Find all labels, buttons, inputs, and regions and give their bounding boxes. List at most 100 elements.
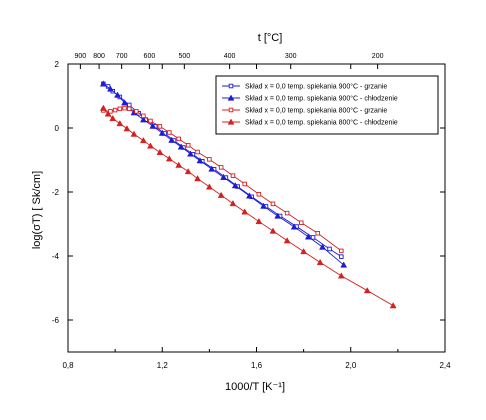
x-tick-label: 1,6 [251,361,263,370]
x-axis-label: 1000/T [K⁻¹] [225,381,285,393]
data-point [220,173,227,180]
data-point [177,143,185,150]
data-point [108,109,113,114]
data-point [304,233,312,240]
data-point [139,116,147,123]
x-tick-label: 0,8 [62,361,74,370]
data-point [310,235,316,240]
data-point [195,149,200,155]
y-tick-label: -6 [52,316,60,325]
legend-entry: Skład x = 0,0 temp. spiekania 900°C - ch… [222,94,398,103]
legend-entry: Skład x = 0,0 temp. spiekania 900°C - gr… [222,83,387,91]
data-point [255,217,263,225]
data-point [241,208,249,215]
data-point [270,201,276,207]
top-tick-label: 200 [372,53,384,60]
data-point [127,106,132,112]
data-point [139,136,147,144]
data-point [290,223,298,230]
data-point [134,109,139,114]
data-point [340,261,348,268]
legend-label: Skład x = 0,0 temp. spiekania 800°C - gr… [245,107,387,115]
data-point [231,182,239,189]
top-tick-label: 600 [144,53,156,60]
legend-label: Skład x = 0,0 temp. spiekania 800°C - ch… [245,119,398,127]
data-point [99,104,107,111]
data-point [315,231,321,236]
legend-marker [227,94,235,101]
legend-entry: Skład x = 0,0 temp. spiekania 800°C - gr… [222,107,387,115]
y-axis-label: log(σT) [ Sk/cm] [31,171,43,249]
plot-series [99,80,397,309]
top-axis-label: t [°C] [258,32,283,44]
data-point [242,181,247,187]
data-point [217,191,225,198]
data-point [300,248,308,255]
data-point [149,122,157,129]
top-tick-label: 500 [178,53,190,60]
y-tick-label: -4 [52,252,60,261]
data-point [274,212,282,219]
axes-frame: 0,8 1,2 1,6 2,0 2,4 2 0 -2 -4 -6 900 800 700 600 500 40… [52,53,451,370]
legend-label: Skład x = 0,0 temp. spiekania 900°C - gr… [245,83,387,91]
data-point [122,105,127,111]
data-point [229,200,237,207]
data-point [319,243,326,250]
data-point [339,248,344,254]
y-tick-label: -2 [52,188,60,197]
data-point [327,246,332,252]
data-point [130,130,138,137]
data-point [187,150,194,157]
series-4 [99,104,397,309]
data-point [158,129,166,136]
data-point [284,210,290,216]
data-point [256,191,262,197]
top-tick-label: 400 [224,53,236,60]
data-point [104,110,112,117]
data-point [185,143,191,148]
data-point [157,124,163,129]
data-point [207,157,212,162]
legend-label: Skład x = 0,0 temp. spiekania 900°C - ch… [245,95,398,103]
data-point [106,85,114,92]
legend-marker [228,83,234,89]
data-point [337,272,345,279]
top-tick-label: 800 [93,53,105,60]
data-point [121,99,128,106]
data-point [389,302,397,309]
data-point [269,227,277,234]
series-3 [101,105,344,254]
data-point [230,173,236,178]
data-point [218,165,224,170]
data-point [175,161,183,168]
x-tick-label: 2,4 [439,361,451,370]
data-point [168,136,176,143]
data-point [246,192,253,199]
y-tick-label: 0 [55,124,60,133]
x-tick-label: 1,2 [157,361,169,370]
y-tick-label: 2 [55,60,60,69]
data-point [156,148,164,155]
data-point [123,125,131,132]
data-point [167,130,172,135]
legend-entry: Skład x = 0,0 temp. spiekania 800°C - ch… [222,118,398,127]
data-point [176,136,181,142]
data-point [109,114,117,122]
data-point [116,120,124,127]
x-tick-label: 2,0 [345,361,357,370]
top-tick-label: 700 [116,53,128,60]
data-point [283,237,291,244]
legend-box [215,75,439,135]
data-point [141,113,146,119]
legend-marker [227,118,235,125]
data-point [363,287,371,294]
legend-marker [228,107,234,113]
data-point [339,254,344,259]
data-point [205,183,213,190]
top-tick-label: 300 [285,53,297,60]
data-point [196,157,204,164]
data-point [299,220,304,225]
data-point [194,175,202,182]
data-point [260,202,267,209]
